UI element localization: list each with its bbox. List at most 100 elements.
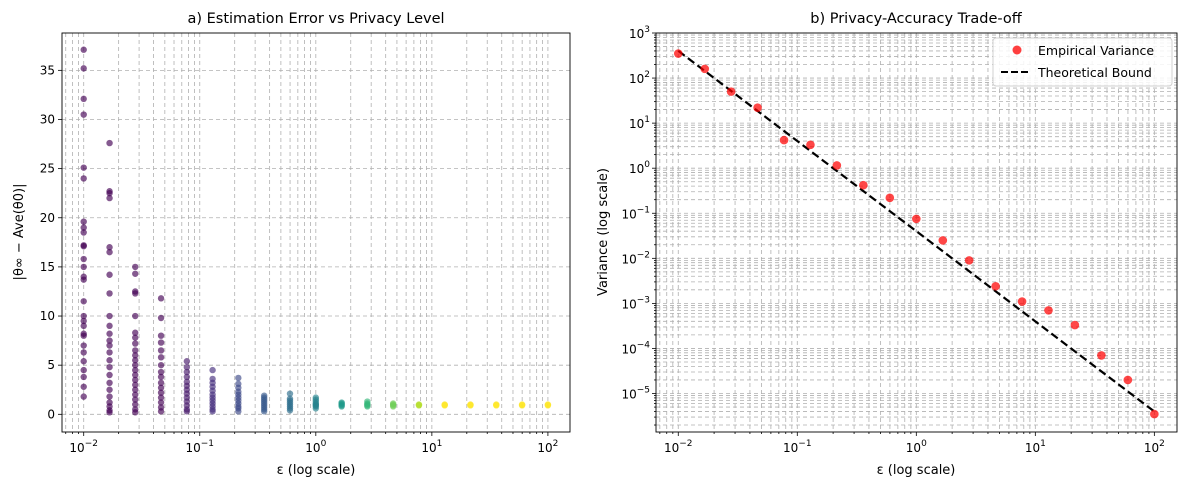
scatter-point	[235, 408, 242, 415]
scatter-point	[80, 373, 87, 381]
empirical-variance-point	[806, 140, 815, 150]
empirical-variance-point	[779, 135, 789, 145]
scatter-point	[106, 322, 113, 330]
scatter-point	[157, 368, 165, 376]
y-tick-label: 10−5	[621, 386, 650, 402]
x-tick-label: 10−2	[664, 439, 693, 455]
scatter-point	[132, 366, 139, 374]
y-axis-label-b: Variance (log scale)	[596, 168, 611, 296]
scatter-point	[132, 352, 139, 359]
ticks-a: 10−2 10−1 100 101 102 0 5 10 15 20 25 30 35	[40, 63, 559, 455]
scatter-points-a	[80, 46, 552, 416]
scatter-point	[157, 408, 165, 415]
y-tick-label: 100	[629, 160, 650, 176]
chart-title-b: b) Privacy-Accuracy Trade-off	[810, 11, 1023, 27]
empirical-variance-point	[1150, 409, 1159, 419]
ticks-b: 10−2 10−1 100 101 102 10−5 10−4 10−3 10−2 10−1 100…	[621, 25, 1164, 455]
scatter-point	[80, 349, 87, 356]
x-tick-label: 100	[906, 439, 927, 455]
axes-frame-a	[61, 32, 571, 433]
scatter-point	[157, 379, 165, 387]
empirical-variance-point	[1097, 351, 1106, 360]
scatter-point	[286, 407, 294, 414]
grid-b	[656, 32, 1177, 432]
y-tick-label: 102	[629, 70, 650, 86]
scatter-point	[132, 361, 139, 369]
scatter-point	[157, 384, 165, 391]
scatter-point	[157, 332, 165, 339]
scatter-point	[106, 386, 113, 393]
scatter-point	[286, 390, 294, 397]
scatter-point	[260, 408, 268, 415]
y-tick-label: 20	[40, 211, 55, 225]
scatter-point	[157, 354, 165, 361]
scatter-point	[132, 334, 139, 341]
scatter-point	[80, 317, 87, 325]
empirical-variance-point	[1123, 375, 1133, 385]
empirical-variance-point	[1070, 320, 1080, 330]
scatter-point	[132, 312, 139, 320]
legend-label-bound: Theoretical Bound	[1037, 65, 1152, 80]
scatter-point	[106, 393, 113, 400]
scatter-point	[441, 402, 448, 409]
scatter-point	[106, 290, 113, 297]
scatter-point	[312, 405, 320, 412]
scatter-point	[467, 402, 474, 409]
scatter-point	[80, 164, 87, 171]
scatter-point	[80, 342, 87, 349]
scatter-point	[106, 139, 113, 147]
x-tick-label: 10−1	[185, 439, 214, 455]
scatter-point	[80, 95, 87, 103]
y-tick-label: 10−3	[621, 295, 650, 311]
scatter-point	[132, 340, 139, 347]
scatter-point	[183, 368, 191, 376]
scatter-point	[80, 175, 87, 182]
scatter-point	[132, 357, 139, 364]
empirical-variance-point	[885, 193, 895, 203]
x-tick-label: 10−1	[783, 439, 812, 455]
legend: Empirical Variance Theoretical Bound	[992, 37, 1173, 87]
x-tick-label: 101	[1025, 439, 1046, 455]
scatter-point	[106, 330, 113, 337]
scatter-point	[157, 361, 165, 369]
scatter-point	[106, 244, 113, 251]
scatter-point	[80, 393, 87, 400]
scatter-point	[106, 409, 113, 416]
scatter-point	[80, 255, 87, 263]
scatter-point	[209, 366, 216, 374]
x-axis-label-a: ε (log scale)	[277, 463, 356, 478]
empirical-variance-point	[1017, 297, 1027, 306]
y-tick-label: 10−4	[621, 340, 650, 356]
scatter-point	[80, 298, 87, 305]
scatter-point	[106, 312, 113, 320]
scatter-point	[106, 379, 113, 387]
scatter-point	[132, 391, 139, 398]
scatter-point	[80, 263, 87, 271]
scatter-point	[106, 189, 113, 197]
scatter-point	[80, 366, 87, 374]
scatter-point	[132, 329, 139, 336]
x-tick-label: 10−2	[69, 439, 98, 455]
scatter-point	[132, 386, 139, 393]
scatter-point	[80, 332, 87, 339]
scatter-point	[80, 358, 87, 365]
scatter-point	[544, 402, 552, 409]
empirical-variance-point	[964, 256, 974, 265]
panel-estimation-error: 10−2 10−1 100 101 102 0 5 10 15 20 25 30 35 a) Estim…	[12, 11, 571, 478]
scatter-point	[80, 111, 87, 118]
scatter-point	[106, 194, 113, 202]
scatter-point	[80, 224, 87, 231]
scatter-point	[80, 243, 87, 250]
empirical-variance-point	[832, 161, 842, 170]
legend-marker-empirical	[1012, 45, 1022, 55]
y-tick-label: 10−2	[621, 250, 650, 266]
legend-label-empirical: Empirical Variance	[1038, 43, 1154, 58]
y-tick-label: 101	[629, 115, 650, 131]
scatter-point	[132, 376, 139, 384]
scatter-point	[80, 312, 87, 320]
scatter-point	[80, 276, 87, 283]
scatter-point	[157, 295, 165, 302]
scatter-point	[106, 342, 113, 349]
scatter-point	[209, 408, 216, 415]
scatter-point	[157, 389, 165, 396]
